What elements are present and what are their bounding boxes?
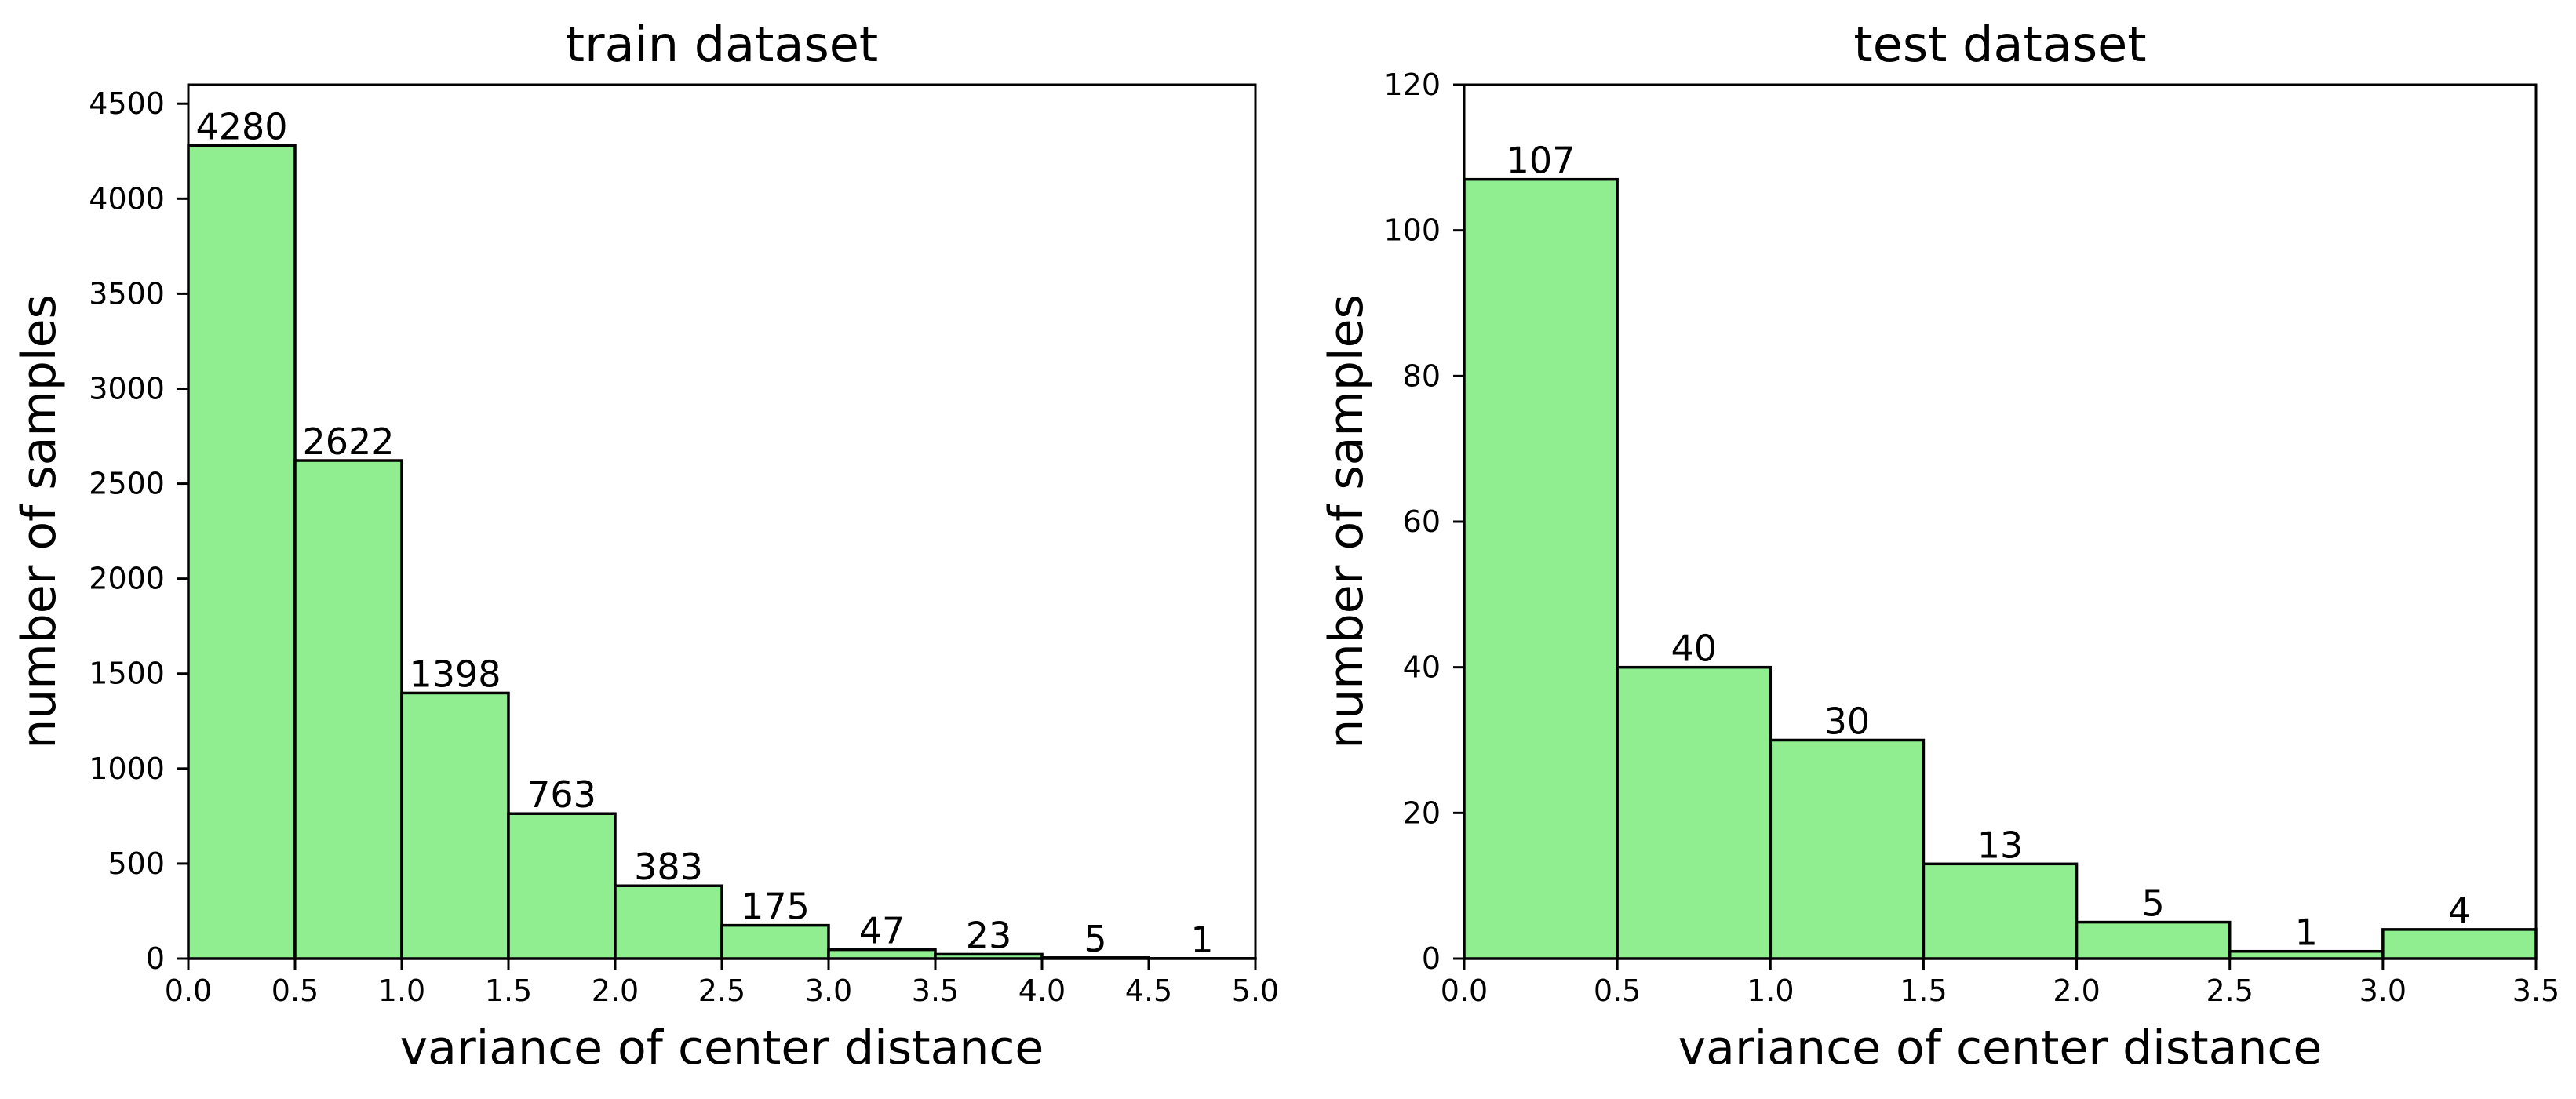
chart-title: train dataset <box>566 16 878 73</box>
bar <box>2381 928 2538 960</box>
data-label: 5 <box>2142 882 2165 925</box>
bar <box>1769 738 1926 960</box>
y-tick-label: 100 <box>1383 213 1441 248</box>
bar <box>293 459 403 960</box>
x-tick-label: 2.5 <box>2206 973 2253 1008</box>
y-tick-label: 3000 <box>89 371 165 406</box>
bar <box>1922 862 2079 960</box>
bar <box>187 144 297 960</box>
x-tick-label: 3.0 <box>2359 973 2407 1008</box>
y-tick-label: 2000 <box>89 562 165 596</box>
data-label: 23 <box>966 914 1012 956</box>
bar <box>400 691 510 960</box>
x-axis-label: variance of center distance <box>400 1021 1044 1075</box>
x-tick-label: 1.0 <box>1747 973 1794 1008</box>
y-axis-label: number of samples <box>1319 294 1374 749</box>
y-tick-label: 60 <box>1403 504 1441 539</box>
y-tick-label: 3500 <box>89 276 165 311</box>
x-tick-label: 1.5 <box>1900 973 1947 1008</box>
x-tick-label: 4.0 <box>1018 973 1066 1008</box>
y-tick-label: 0 <box>1422 941 1441 976</box>
data-label: 4 <box>2448 890 2471 932</box>
y-tick-label: 4000 <box>89 181 165 216</box>
y-tick-label: 500 <box>107 846 165 881</box>
bar <box>614 884 723 960</box>
data-label: 1 <box>1190 919 1213 961</box>
data-label: 30 <box>1824 701 1871 743</box>
bar <box>2075 920 2232 960</box>
chart-title: test dataset <box>1853 16 2146 73</box>
bar <box>1616 665 1773 960</box>
bar <box>1463 177 1619 960</box>
data-label: 107 <box>1507 140 1576 182</box>
x-tick-label: 2.5 <box>698 973 745 1008</box>
x-tick-label: 0.0 <box>165 973 212 1008</box>
x-tick-label: 0.5 <box>1594 973 1641 1008</box>
data-label: 763 <box>527 773 596 816</box>
data-label: 1398 <box>409 653 501 695</box>
x-tick-label: 0.0 <box>1441 973 1488 1008</box>
data-label: 383 <box>634 846 703 888</box>
bar <box>720 923 830 960</box>
y-axis-label: number of samples <box>12 294 67 749</box>
x-tick-label: 3.5 <box>912 973 959 1008</box>
x-tick-label: 2.0 <box>592 973 639 1008</box>
y-tick-label: 40 <box>1403 650 1441 685</box>
y-tick-label: 1500 <box>89 657 165 691</box>
y-tick-label: 80 <box>1403 358 1441 393</box>
x-tick-label: 1.0 <box>378 973 425 1008</box>
data-label: 47 <box>859 910 905 952</box>
y-tick-label: 0 <box>146 941 165 976</box>
data-label: 1 <box>2295 912 2318 954</box>
x-tick-label: 5.0 <box>1232 973 1279 1008</box>
data-label: 175 <box>741 886 810 928</box>
x-tick-label: 0.5 <box>271 973 319 1008</box>
x-tick-label: 4.5 <box>1125 973 1172 1008</box>
x-tick-label: 2.0 <box>2053 973 2100 1008</box>
data-label: 4280 <box>195 105 287 147</box>
data-label: 5 <box>1084 918 1106 960</box>
test-histogram: 107 40 30 13 5 1 4 0.0 0.5 1.0 1.5 2.0 2.5 3.0 3.5 0 20 4… <box>1319 16 2560 1075</box>
train-histogram: 4280 2622 1398 763 383 175 47 23 5 1 0.0 0.5 1.0 1.5 2… <box>12 16 1279 1075</box>
x-tick-label: 1.5 <box>485 973 532 1008</box>
bar <box>507 812 617 960</box>
data-label: 2622 <box>302 420 394 463</box>
y-tick-label: 20 <box>1403 795 1441 830</box>
y-tick-label: 1000 <box>89 751 165 786</box>
x-tick-label: 3.0 <box>805 973 852 1008</box>
data-label: 13 <box>1977 824 2024 866</box>
y-tick-label: 120 <box>1383 67 1441 102</box>
x-tick-label: 3.5 <box>2512 973 2560 1008</box>
x-axis-label: variance of center distance <box>1678 1021 2323 1075</box>
data-label: 40 <box>1671 628 1717 670</box>
y-tick-label: 4500 <box>89 86 165 121</box>
y-tick-label: 2500 <box>89 467 165 501</box>
